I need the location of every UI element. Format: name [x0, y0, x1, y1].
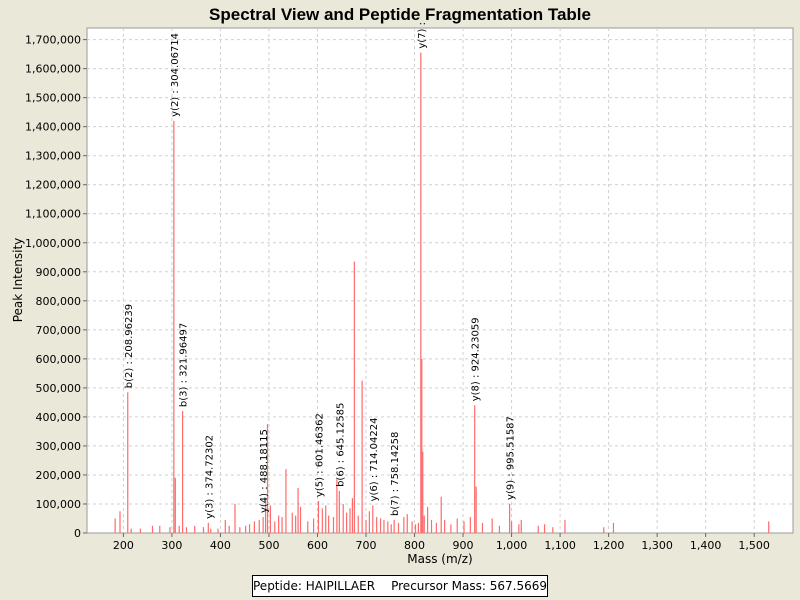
peak-annotation-label: y(7) :	[417, 22, 428, 49]
x-tick-label: 600	[307, 539, 328, 552]
y-tick-label: 200,000	[36, 469, 82, 482]
y-tick-label: 600,000	[36, 353, 82, 366]
y-tick-label: 1,300,000	[25, 150, 81, 163]
y-tick-label: 100,000	[36, 498, 82, 511]
y-tick-label: 400,000	[36, 411, 82, 424]
x-tick-label: 500	[258, 539, 279, 552]
y-tick-label: 700,000	[36, 324, 82, 337]
x-axis-ticks: 200 300 400 500 600 700 800 900 1,000 1,100 1,200 1…	[113, 533, 770, 552]
peak-series	[114, 52, 770, 533]
chart-title: Spectral View and Peptide Fragmentation …	[209, 5, 591, 24]
x-tick-label: 300	[161, 539, 182, 552]
peptide-info-box: Peptide: HAIPILLAER Precursor Mass: 567.…	[252, 575, 548, 597]
x-tick-label: 1,000	[496, 539, 528, 552]
x-tick-label: 700	[356, 539, 377, 552]
peak-annotation-label: y(5) : 601.46362	[314, 413, 325, 497]
x-tick-label: 1,300	[641, 539, 673, 552]
peak-annotation-label: y(8) : 924.23059	[471, 317, 482, 401]
x-tick-label: 1,100	[544, 539, 576, 552]
y-tick-label: 1,500,000	[25, 92, 81, 105]
precursor-mass-label: Precursor Mass: 567.5669	[391, 579, 547, 593]
peak-annotation-label: b(7) : 758.14258	[390, 432, 401, 516]
peptide-label: Peptide: HAIPILLAER	[253, 579, 376, 593]
y-tick-label: 0	[74, 527, 81, 540]
y-tick-label: 1,000,000	[25, 237, 81, 250]
peak-annotations: b(2) : 208.96239 y(2) : 304.06714 b(3) : 3…	[124, 22, 517, 519]
x-tick-label: 400	[210, 539, 231, 552]
peak-annotation-label: y(6) : 714.04224	[369, 418, 380, 502]
x-tick-label: 1,500	[738, 539, 770, 552]
y-tick-label: 300,000	[36, 440, 82, 453]
y-tick-label: 1,200,000	[25, 179, 81, 192]
y-tick-label: 1,400,000	[25, 121, 81, 134]
x-tick-label: 800	[404, 539, 425, 552]
peak-annotation-label: y(9) : 995.51587	[506, 416, 517, 500]
y-axis-ticks: 0 100,000 200,000 300,000 400,000 500,000 600,…	[25, 34, 87, 540]
y-tick-label: 1,600,000	[25, 63, 81, 76]
grid-lines	[87, 28, 793, 533]
peak-annotation-label: b(3) : 321.96497	[179, 323, 190, 407]
y-axis-label: Peak Intensity	[11, 238, 25, 323]
x-tick-label: 200	[113, 539, 134, 552]
y-tick-label: 900,000	[36, 266, 82, 279]
x-tick-label: 900	[453, 539, 474, 552]
x-tick-label: 1,400	[690, 539, 722, 552]
peak-annotation-label: b(2) : 208.96239	[124, 304, 135, 388]
y-tick-label: 1,100,000	[25, 208, 81, 221]
y-tick-label: 500,000	[36, 382, 82, 395]
peak-annotation-label: y(2) : 304.06714	[170, 33, 181, 117]
y-tick-label: 1,700,000	[25, 34, 81, 47]
y-tick-label: 800,000	[36, 295, 82, 308]
x-tick-label: 1,200	[593, 539, 625, 552]
peak-annotation-label: y(4) : 488.18115	[259, 429, 270, 513]
plot-area[interactable]	[86, 27, 794, 534]
peak-annotation-label: b(6) : 645.12585	[335, 403, 346, 487]
peak-annotation-label: y(3) : 374.72302	[204, 435, 215, 519]
x-axis-label: Mass (m/z)	[407, 552, 472, 566]
